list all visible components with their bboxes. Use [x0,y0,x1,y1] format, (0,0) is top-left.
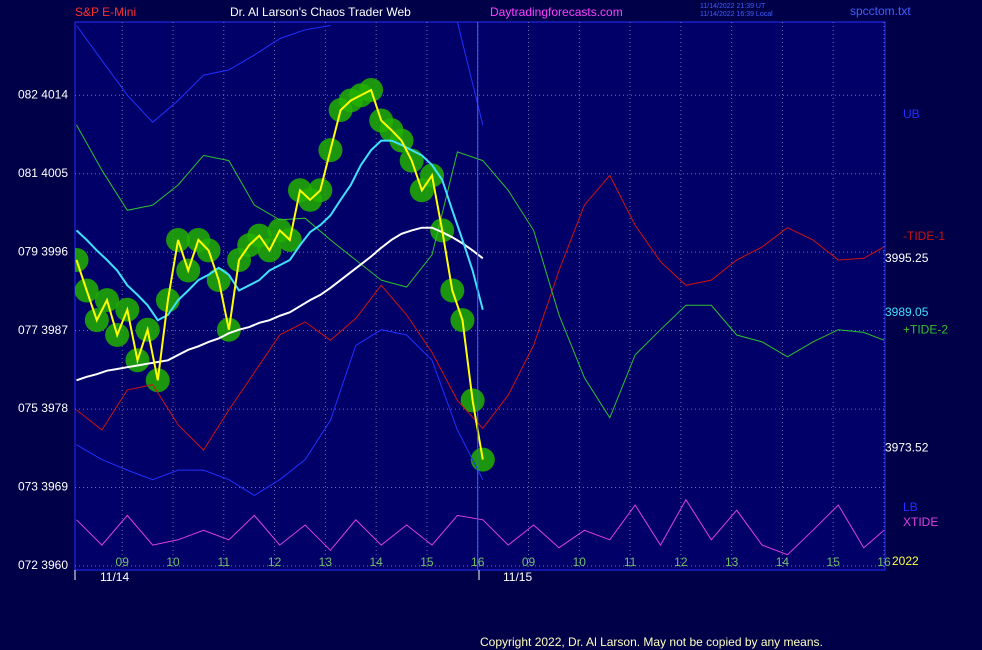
y-tick-label: 081 4005 [18,166,68,180]
x-tick-label: 12 [674,555,688,569]
date-label: 11/14 [100,570,129,584]
y-tick-label: 079 3996 [18,244,68,258]
x-tick-label: 16 [471,555,485,569]
x-tick-label: 09 [116,555,130,569]
copyright: Copyright 2022, Dr. Al Larson. May not b… [480,635,823,649]
x-tick-label: 11 [218,555,231,569]
x-tick-label: 13 [319,555,333,569]
series-line [76,226,484,382]
series-line [75,88,484,460]
series-line [76,329,484,496]
series-line [76,124,885,419]
y-tick-label: 073 3969 [18,480,68,494]
x-tick-label: 14 [369,555,383,569]
y-tick-label: 077 3987 [18,323,68,337]
price-marker [470,447,495,472]
plot [75,22,885,570]
x-tick-label: 12 [268,555,282,569]
y-tick-label: 075 3978 [18,401,68,415]
x-tick-label: 14 [776,555,790,569]
series-label: XTIDE [903,515,938,529]
x-tick-label: 11 [624,555,637,569]
x-tick-label: 15 [827,555,841,569]
series-label: LB [903,500,918,514]
x-tick-label: 15 [420,555,434,569]
last-value: 3989.05 [885,305,929,319]
timestamp: 11/14/2022 16:39 Local [700,11,773,18]
symbol: S&P E-Mini [75,5,136,19]
series-line [75,139,484,322]
y-tick-label: 072 3960 [18,558,68,572]
file-name: spcctom.txt [850,4,911,18]
x-tick-label: 10 [166,555,180,569]
series-label: +TIDE-2 [903,322,948,336]
series-line [76,498,885,556]
last-value: 3973.52 [885,440,929,454]
series-label: -TIDE-1 [903,229,945,243]
chart-title: Dr. Al Larson's Chaos Trader Web [230,5,411,19]
last-value: 3995.25 [885,251,929,265]
series-line [76,22,484,126]
x-tick-label: 13 [725,555,739,569]
series-line [76,174,885,451]
y-tick-label: 082 4014 [18,87,68,101]
x-tick-label: 09 [522,555,536,569]
site: Daytradingforecasts.com [490,5,623,19]
timestamp: 11/14/2022 21:39 UT [700,3,766,10]
date-label: 11/15 [503,570,532,584]
series-label: UB [903,107,920,121]
year: 2022 [892,554,919,568]
x-tick-label: 16 [877,555,891,569]
x-tick-label: 10 [573,555,587,569]
